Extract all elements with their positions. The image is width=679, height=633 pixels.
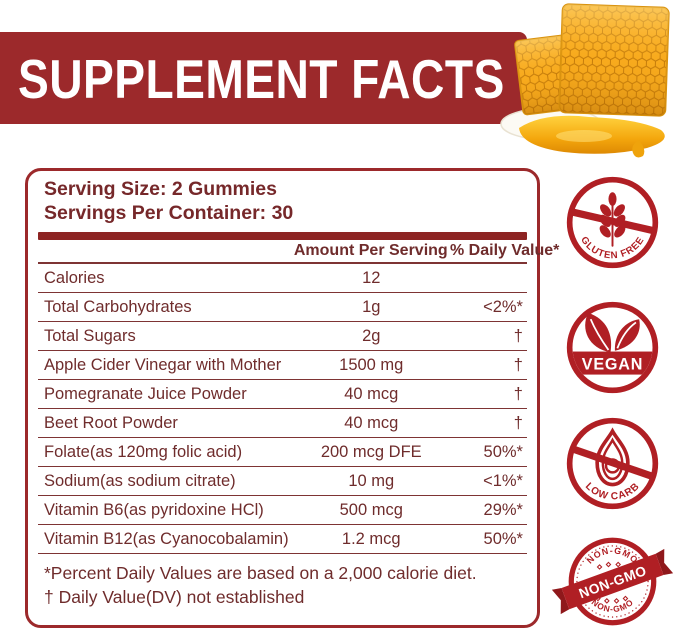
table-row: Vitamin B6(as pyridoxine HCl) 500 mcg 29… bbox=[38, 496, 527, 525]
table-row: Apple Cider Vinegar with Mother 1500 mg … bbox=[38, 351, 527, 380]
table-header: Amount Per Serving % Daily Value* bbox=[38, 240, 560, 264]
supplement-facts-panel: Serving Size: 2 Gummies Servings Per Con… bbox=[25, 168, 560, 628]
vegan-badge: VEGAN bbox=[566, 301, 659, 394]
footnote-daily-values: *Percent Daily Values are based on a 2,0… bbox=[44, 563, 477, 583]
nutrient-daily-value: 50%* bbox=[483, 442, 523, 461]
table-row: Total Sugars 2g † bbox=[38, 322, 527, 351]
slash-icon bbox=[568, 206, 657, 236]
honey-highlight bbox=[556, 130, 612, 142]
big-comb-block bbox=[558, 3, 670, 117]
serving-size: Serving Size: 2 Gummies bbox=[44, 178, 278, 200]
vegan-label: VEGAN bbox=[582, 355, 644, 373]
nutrient-daily-value: <1%* bbox=[483, 471, 523, 490]
honey-drip bbox=[632, 140, 645, 158]
nutrient-name: Pomegranate Juice Powder bbox=[44, 384, 247, 403]
nutrient-daily-value: 50%* bbox=[483, 529, 523, 548]
nutrient-name: Calories bbox=[44, 268, 105, 287]
honeycomb-photo bbox=[500, 3, 670, 158]
footnote-dv-not-established: † Daily Value(DV) not established bbox=[44, 587, 305, 607]
table-row: Pomegranate Juice Powder 40 mcg † bbox=[38, 380, 527, 409]
gluten-free-badge: GLUTEN FREE bbox=[566, 176, 659, 269]
nutrient-amount: 200 mcg DFE bbox=[320, 442, 422, 461]
nutrient-name: Total Sugars bbox=[44, 326, 136, 345]
nutrient-name: Apple Cider Vinegar with Mother bbox=[44, 355, 282, 374]
badge-ring bbox=[566, 301, 659, 394]
nutrient-amount: 1.2 mcg bbox=[341, 529, 401, 548]
table-row: Folate(as 120mg folic acid) 200 mcg DFE … bbox=[38, 438, 527, 467]
nutrient-name: Folate(as 120mg folic acid) bbox=[44, 442, 243, 461]
nutrient-amount: 40 mcg bbox=[344, 384, 399, 403]
table-row: Sodium(as sodium citrate) 10 mg <1%* bbox=[38, 467, 527, 496]
nutrient-daily-value: <2%* bbox=[483, 297, 523, 316]
page-title: SUPPLEMENT FACTS bbox=[18, 48, 505, 110]
footnotes: *Percent Daily Values are based on a 2,0… bbox=[38, 554, 527, 609]
column-amount-per-serving: Amount Per Serving bbox=[293, 242, 448, 259]
nutrient-amount: 40 mcg bbox=[344, 413, 399, 432]
nutrient-amount: 1500 mg bbox=[339, 355, 404, 374]
nutrient-daily-value: † bbox=[513, 355, 523, 374]
nutrient-name: Total Carbohydrates bbox=[44, 297, 192, 316]
nutrient-name: Vitamin B6(as pyridoxine HCl) bbox=[44, 500, 264, 519]
nutrient-daily-value: † bbox=[513, 384, 523, 403]
table-row: Calories 12 bbox=[38, 264, 527, 293]
divider-bar bbox=[38, 232, 527, 240]
leaves-icon bbox=[585, 312, 640, 353]
nutrient-amount: 1g bbox=[362, 297, 381, 316]
stamp-dotted-ring bbox=[576, 545, 649, 618]
nutrient-table: Calories 12 Total Carbohydrates 1g <2%* … bbox=[38, 264, 527, 554]
nutrient-daily-value: † bbox=[513, 413, 523, 432]
low-carb-badge: LOW CARB bbox=[566, 417, 659, 510]
nutrient-amount: 500 mcg bbox=[339, 500, 403, 519]
non-gmo-badge: NON-GMO NON-GMO NON-GMO bbox=[551, 537, 674, 626]
nutrient-amount: 10 mg bbox=[348, 471, 395, 490]
slash-icon bbox=[568, 443, 657, 482]
nutrient-daily-value: 29%* bbox=[483, 500, 523, 519]
nutrient-name: Beet Root Powder bbox=[44, 413, 178, 432]
table-row: Vitamin B12(as Cyanocobalamin) 1.2 mcg 5… bbox=[38, 525, 527, 554]
nutrient-name: Sodium(as sodium citrate) bbox=[44, 471, 236, 490]
nutrient-amount: 12 bbox=[362, 268, 381, 287]
nutrient-amount: 2g bbox=[362, 326, 381, 345]
servings-per-container: Servings Per Container: 30 bbox=[44, 202, 294, 224]
title-banner: SUPPLEMENT FACTS bbox=[0, 32, 527, 124]
nutrient-daily-value: † bbox=[513, 326, 523, 345]
nutrient-name: Vitamin B12(as Cyanocobalamin) bbox=[44, 529, 289, 548]
vegan-band bbox=[572, 351, 653, 375]
table-row: Beet Root Powder 40 mcg † bbox=[38, 409, 527, 438]
column-daily-value: % Daily Value* bbox=[450, 242, 560, 259]
table-row: Total Carbohydrates 1g <2%* bbox=[38, 293, 527, 322]
